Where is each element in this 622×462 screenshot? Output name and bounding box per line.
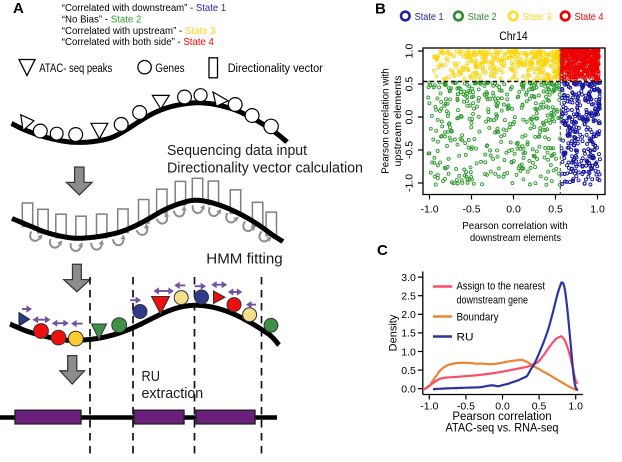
svg-text:-0.5: -0.5: [462, 204, 480, 216]
svg-text:0.0: 0.0: [404, 110, 416, 125]
svg-text:State 3: State 3: [523, 12, 552, 23]
svg-text:0.5: 0.5: [532, 401, 547, 413]
svg-text:0.0: 0.0: [506, 204, 521, 216]
svg-text:“Correlated with downstream” -: “Correlated with downstream” - State 1: [62, 3, 227, 14]
svg-text:RU: RU: [142, 368, 161, 385]
svg-text:Sequencing data input: Sequencing data input: [167, 142, 308, 159]
svg-text:ATAC-seq vs. RNA-seq: ATAC-seq vs. RNA-seq: [446, 423, 559, 435]
svg-text:HMM fitting: HMM fitting: [206, 251, 282, 268]
svg-text:2.5: 2.5: [401, 291, 416, 303]
svg-text:2.0: 2.0: [401, 309, 416, 321]
svg-text:extraction: extraction: [142, 385, 204, 402]
svg-text:1.0: 1.0: [401, 346, 416, 358]
svg-text:“Correlated with upstream” - S: “Correlated with upstream” - State 3: [62, 26, 216, 37]
svg-text:1.0: 1.0: [590, 204, 605, 216]
svg-text:State 1: State 1: [415, 12, 444, 23]
svg-text:Genes: Genes: [155, 63, 185, 75]
svg-text:“Correlated with both side” -: “Correlated with both side” - State 4: [62, 37, 214, 48]
svg-text:downstream elements: downstream elements: [470, 232, 561, 244]
svg-text:ATAC- seq peaks: ATAC- seq peaks: [39, 63, 112, 75]
svg-text:-0.5: -0.5: [404, 141, 416, 159]
svg-text:B: B: [375, 1, 386, 18]
svg-text:Assign to the nearest: Assign to the nearest: [457, 281, 546, 293]
svg-text:C: C: [377, 242, 388, 259]
svg-text:0.0: 0.0: [401, 384, 416, 396]
svg-text:State 2: State 2: [468, 12, 497, 23]
svg-text:0.0: 0.0: [495, 401, 510, 413]
svg-text:“No Bias” - State 2: “No Bias” - State 2: [62, 14, 142, 25]
svg-text:0.5: 0.5: [404, 77, 416, 92]
svg-text:State 4: State 4: [575, 12, 604, 23]
svg-text:0.5: 0.5: [548, 204, 563, 216]
svg-text:1.5: 1.5: [401, 328, 416, 340]
svg-text:Pearson correlation with: Pearson correlation with: [462, 220, 568, 232]
svg-text:Chr14: Chr14: [499, 31, 528, 43]
svg-text:0.5: 0.5: [401, 365, 416, 377]
svg-text:downstream gene: downstream gene: [457, 295, 529, 307]
svg-text:RU: RU: [457, 332, 474, 344]
svg-text:Boundary: Boundary: [457, 312, 499, 324]
svg-text:Directionality vector: Directionality vector: [228, 63, 323, 75]
svg-text:-0.5: -0.5: [457, 401, 475, 413]
svg-text:Density: Density: [388, 314, 400, 351]
svg-text:-1.0: -1.0: [420, 204, 438, 216]
svg-text:1.0: 1.0: [568, 401, 583, 413]
svg-text:-1.0: -1.0: [420, 401, 438, 413]
svg-text:-1.0: -1.0: [404, 174, 416, 192]
svg-text:Directionality vector calculat: Directionality vector calculation: [167, 160, 363, 177]
svg-text:upstream elements: upstream elements: [392, 76, 404, 167]
svg-text:Pearson correlation: Pearson correlation: [452, 411, 551, 423]
svg-text:3.0: 3.0: [401, 272, 416, 284]
svg-text:Pearson correlation with: Pearson correlation with: [380, 68, 392, 174]
svg-text:1.0: 1.0: [404, 44, 416, 59]
svg-text:A: A: [13, 0, 24, 17]
